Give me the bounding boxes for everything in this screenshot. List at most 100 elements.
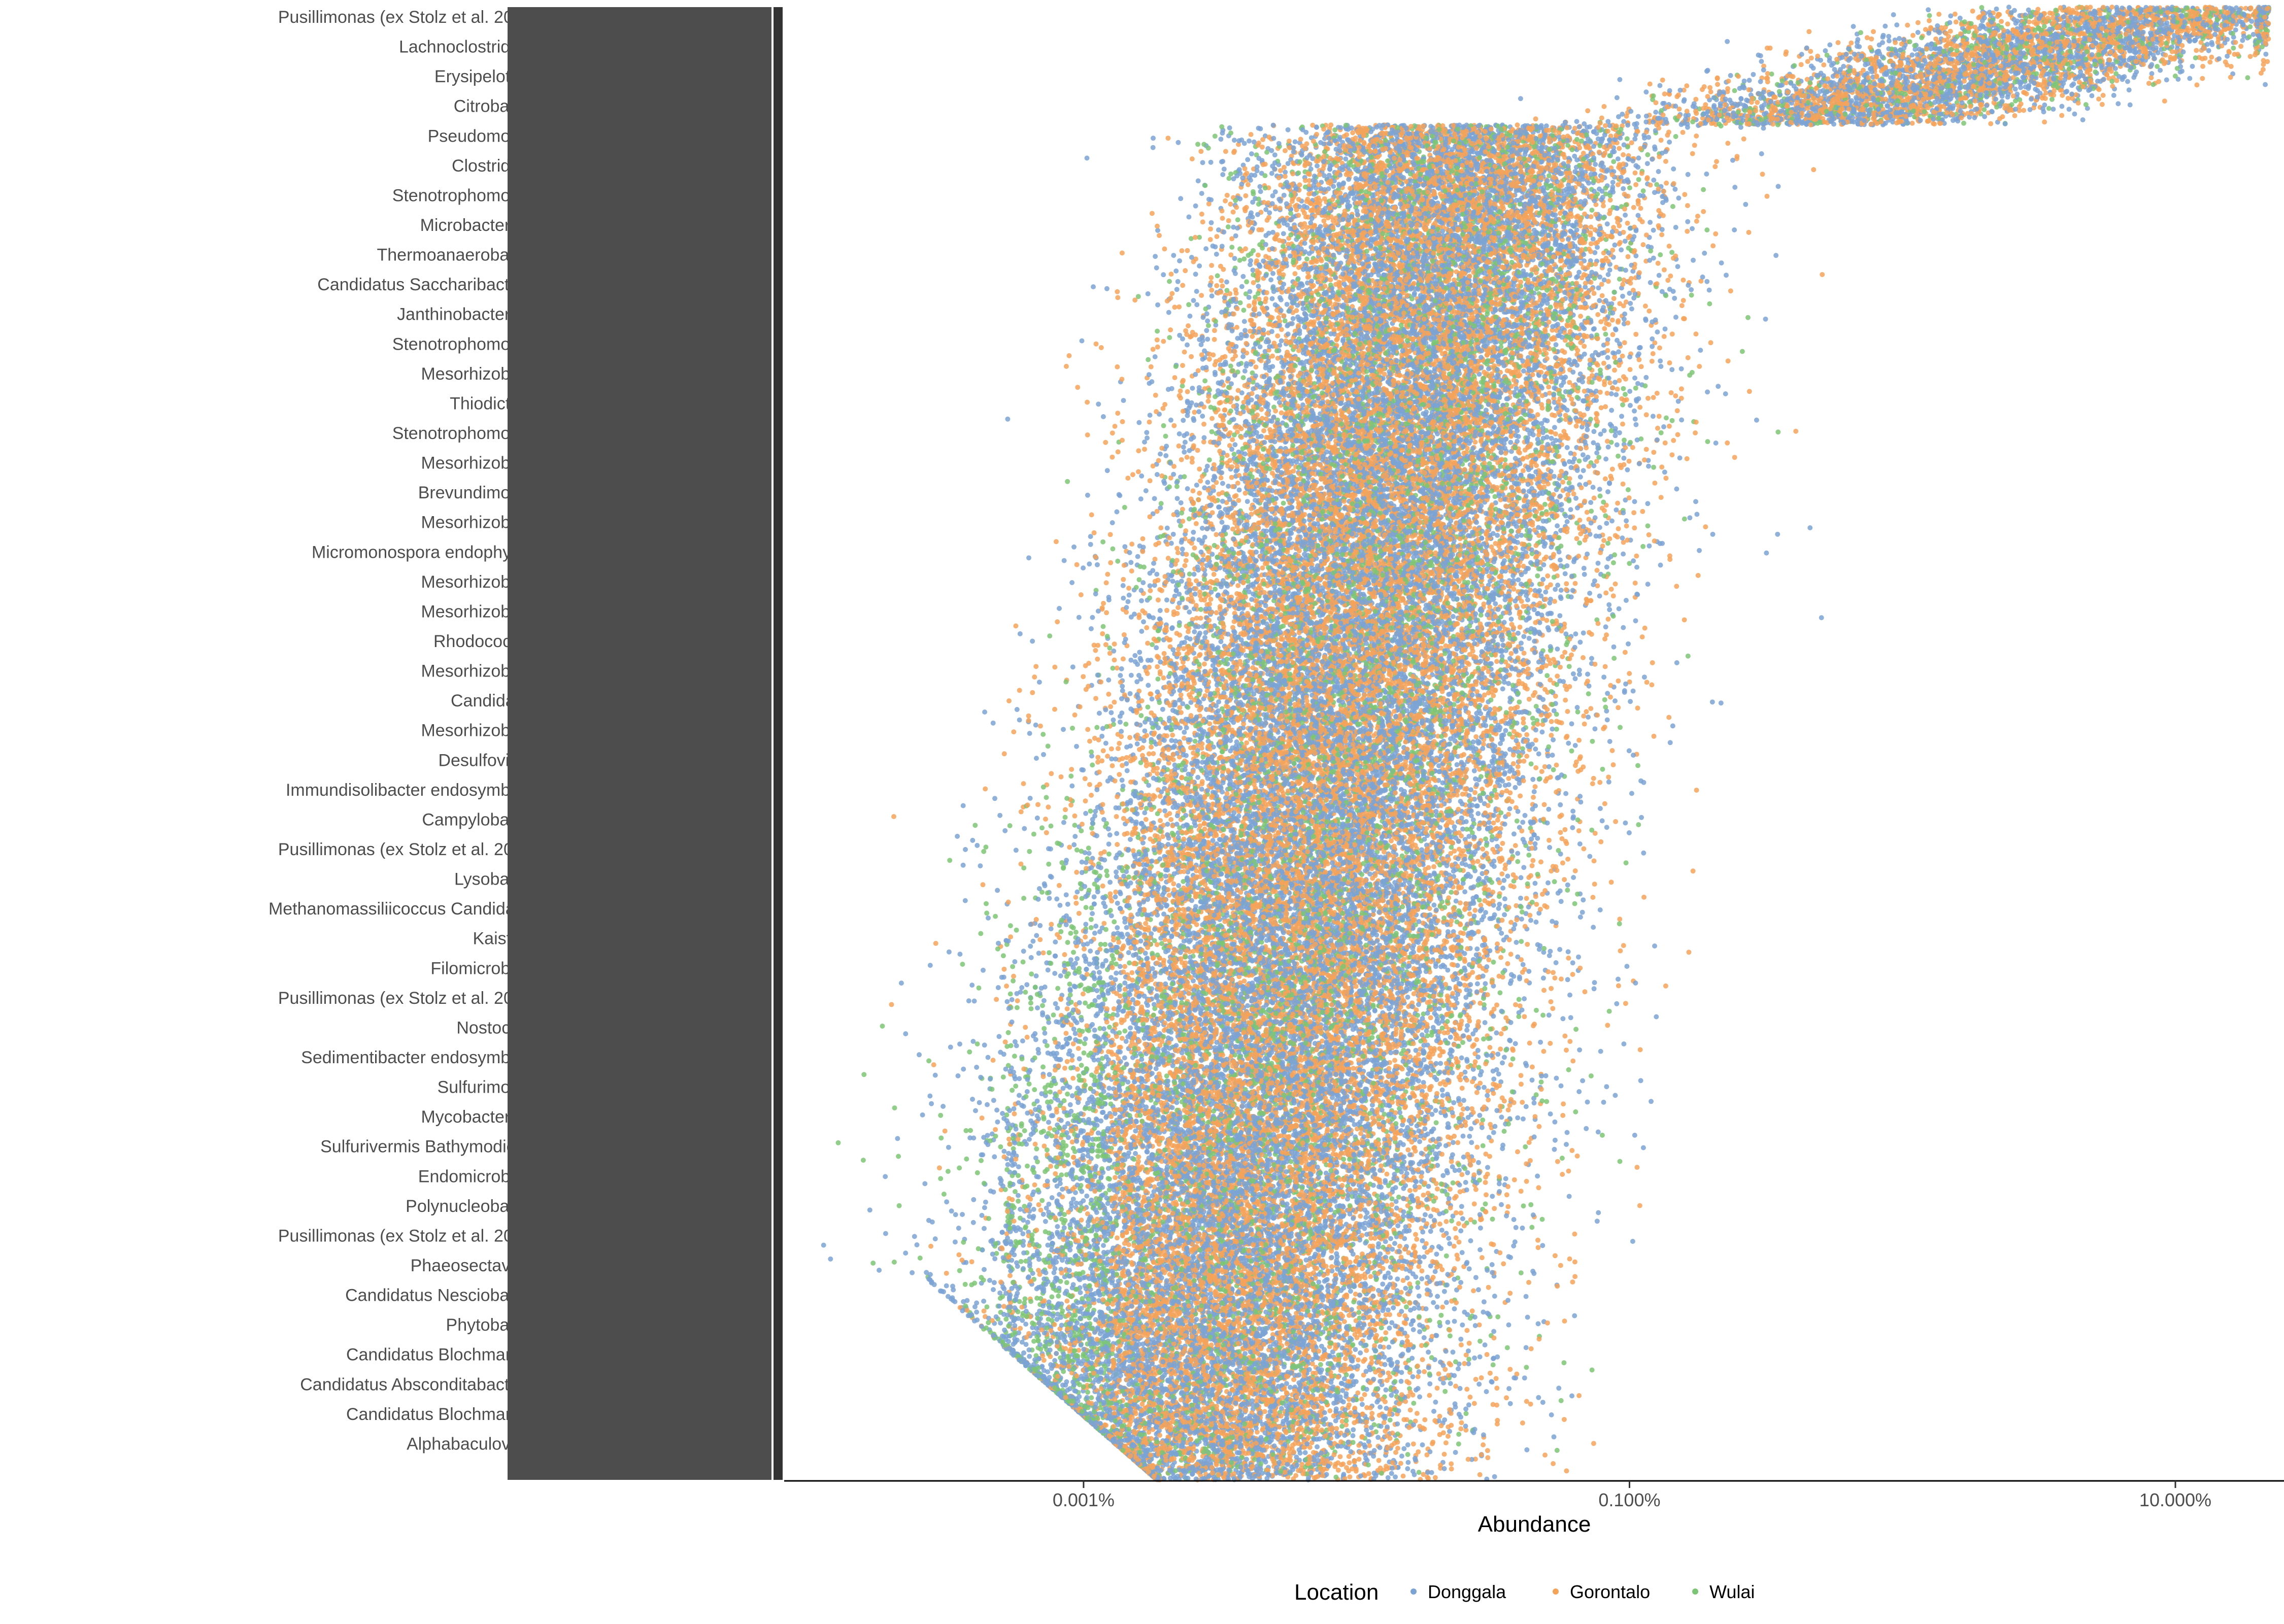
data-point <box>1033 723 1038 728</box>
data-point <box>1085 400 1090 405</box>
data-point <box>1127 593 1132 598</box>
y-tick-label: Pusillimonas (ex Stolz et al. 2005) <box>278 840 538 859</box>
data-point <box>1577 1047 1582 1053</box>
data-point <box>1115 289 1120 294</box>
data-point <box>1293 139 1298 144</box>
data-point <box>1416 1374 1421 1379</box>
data-point <box>994 997 999 1002</box>
data-point <box>1552 879 1557 884</box>
data-point <box>1494 1376 1499 1381</box>
data-point <box>1910 121 1915 126</box>
y-tick-label: Sulfurivermis Bathymodiolus <box>320 1137 538 1157</box>
data-point <box>1041 752 1046 757</box>
data-point <box>1530 716 1535 721</box>
data-point <box>1051 1012 1056 1018</box>
data-point <box>948 1044 953 1050</box>
y-tick-label: Pusillimonas (ex Stolz et al. 2005) <box>278 989 538 1008</box>
data-point <box>1194 521 1199 526</box>
data-point <box>1237 258 1242 263</box>
data-point <box>1549 733 1554 738</box>
data-point <box>1036 951 1042 956</box>
data-point <box>1073 1031 1078 1036</box>
data-points <box>821 5 2271 1482</box>
data-point <box>1214 610 1219 615</box>
y-axis-label-overflow-block <box>508 7 771 1480</box>
data-point <box>1226 224 1231 229</box>
data-point <box>1506 776 1511 781</box>
data-point <box>1530 863 1535 868</box>
data-point <box>1516 578 1521 583</box>
data-point <box>1181 445 1186 450</box>
data-point <box>1549 1412 1554 1417</box>
data-point <box>1185 455 1190 460</box>
data-point <box>1055 986 1060 991</box>
data-point <box>1611 656 1617 661</box>
data-point <box>1256 253 1261 258</box>
y-tick-label: Sedimentibacter endosymbiont <box>301 1048 538 1067</box>
data-point <box>1620 422 1625 427</box>
y-tick-label: Candidatus Saccharibacteria <box>317 275 538 294</box>
data-point <box>1764 551 1769 556</box>
data-point <box>1773 253 1778 258</box>
data-point <box>1126 950 1131 955</box>
data-point <box>1070 1093 1075 1098</box>
y-axis-tick-band <box>774 7 783 1480</box>
data-point <box>1954 19 1959 24</box>
data-point <box>1522 996 1527 1001</box>
data-point <box>1676 195 1681 200</box>
data-point <box>1627 748 1632 753</box>
data-point <box>1415 1280 1420 1285</box>
data-point <box>1090 911 1095 916</box>
y-axis-tick-labels: Pusillimonas (ex Stolz et al. 2005)Lachn… <box>268 8 539 1453</box>
data-point <box>1560 480 1565 485</box>
data-point <box>1411 1401 1416 1406</box>
data-point <box>1611 560 1616 565</box>
y-tick-label: Pusillimonas (ex Stolz et al. 2005) <box>278 8 538 27</box>
y-tick-label: Pusillimonas (ex Stolz et al. 2005) <box>278 1226 538 1245</box>
data-point <box>1065 902 1070 907</box>
data-point <box>1591 236 1596 242</box>
data-point <box>1158 525 1163 530</box>
data-point <box>1175 279 1181 284</box>
data-point <box>1417 1369 1422 1374</box>
data-point <box>1656 169 1661 174</box>
data-point <box>1049 922 1054 927</box>
data-point <box>1414 1237 1419 1242</box>
y-tick-label: Methanomassiliicoccus Candidatus <box>268 899 538 919</box>
data-point <box>1948 29 1953 34</box>
data-point <box>1107 879 1113 885</box>
data-point <box>1106 678 1111 683</box>
y-tick-label: Candidatus Absconditabacteria <box>300 1375 538 1394</box>
data-point <box>1039 825 1045 830</box>
data-point <box>1074 870 1079 875</box>
data-point <box>1100 631 1105 636</box>
data-point <box>1569 1148 1574 1153</box>
data-point <box>1208 226 1213 231</box>
data-point <box>821 1243 826 1248</box>
data-point <box>1473 1187 1479 1192</box>
data-point <box>1023 1322 1028 1327</box>
data-point <box>1049 926 1054 931</box>
data-point <box>1534 902 1539 907</box>
data-point <box>2059 113 2064 118</box>
data-point <box>1620 402 1625 408</box>
data-point <box>1402 1229 1407 1234</box>
data-point <box>983 844 988 850</box>
data-point <box>1617 146 1622 151</box>
data-point <box>1958 16 1963 21</box>
y-tick-label: Micromonospora endophytica <box>312 543 538 562</box>
data-point <box>1113 1175 1118 1180</box>
data-point <box>1927 18 1932 23</box>
data-point <box>1670 418 1675 423</box>
data-point <box>1155 302 1160 308</box>
data-point <box>1565 977 1570 982</box>
data-point <box>1004 984 1009 989</box>
data-point <box>1090 762 1095 767</box>
data-point <box>915 1242 920 1247</box>
data-point <box>1590 739 1595 744</box>
data-point <box>1479 1375 1484 1380</box>
y-tick-label: Immundisolibacter endosymbiont <box>286 781 539 800</box>
data-point <box>1168 418 1173 423</box>
data-point <box>1464 1386 1469 1392</box>
